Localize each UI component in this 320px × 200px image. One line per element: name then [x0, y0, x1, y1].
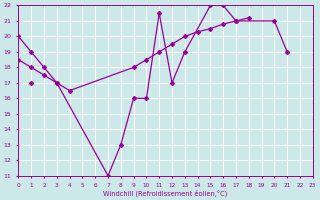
X-axis label: Windchill (Refroidissement éolien,°C): Windchill (Refroidissement éolien,°C) — [103, 189, 228, 197]
